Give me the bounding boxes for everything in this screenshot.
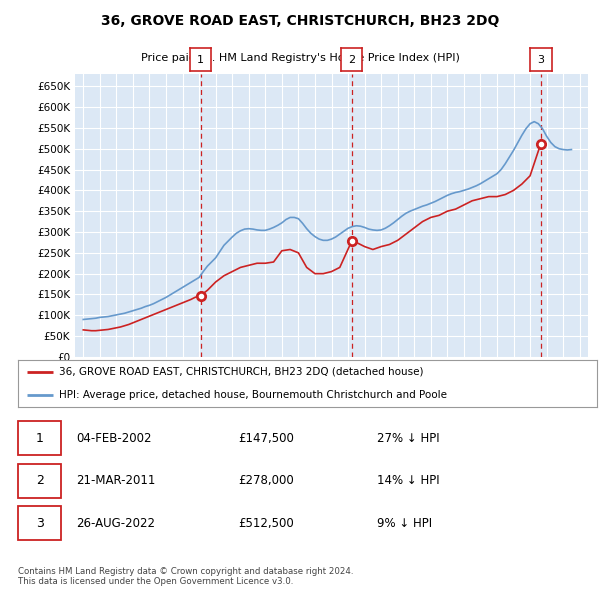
Text: 9% ↓ HPI: 9% ↓ HPI [377, 517, 432, 530]
FancyBboxPatch shape [18, 506, 61, 540]
Text: 26-AUG-2022: 26-AUG-2022 [76, 517, 155, 530]
Text: £147,500: £147,500 [238, 432, 294, 445]
Text: 36, GROVE ROAD EAST, CHRISTCHURCH, BH23 2DQ: 36, GROVE ROAD EAST, CHRISTCHURCH, BH23 … [101, 14, 499, 28]
Text: 04-FEB-2002: 04-FEB-2002 [76, 432, 151, 445]
Text: 27% ↓ HPI: 27% ↓ HPI [377, 432, 440, 445]
Text: 3: 3 [538, 55, 544, 64]
Text: Price paid vs. HM Land Registry's House Price Index (HPI): Price paid vs. HM Land Registry's House … [140, 53, 460, 63]
Text: 1: 1 [36, 432, 44, 445]
Text: 21-MAR-2011: 21-MAR-2011 [76, 474, 155, 487]
Text: 2: 2 [348, 55, 355, 64]
Text: 2: 2 [36, 474, 44, 487]
Text: £512,500: £512,500 [238, 517, 294, 530]
FancyBboxPatch shape [18, 421, 61, 455]
Text: £278,000: £278,000 [238, 474, 294, 487]
Text: 1: 1 [197, 55, 204, 64]
Text: 36, GROVE ROAD EAST, CHRISTCHURCH, BH23 2DQ (detached house): 36, GROVE ROAD EAST, CHRISTCHURCH, BH23 … [59, 367, 423, 376]
Text: 14% ↓ HPI: 14% ↓ HPI [377, 474, 440, 487]
FancyBboxPatch shape [18, 464, 61, 498]
Text: Contains HM Land Registry data © Crown copyright and database right 2024.
This d: Contains HM Land Registry data © Crown c… [18, 567, 353, 586]
Text: HPI: Average price, detached house, Bournemouth Christchurch and Poole: HPI: Average price, detached house, Bour… [59, 391, 446, 400]
Text: 3: 3 [36, 517, 44, 530]
